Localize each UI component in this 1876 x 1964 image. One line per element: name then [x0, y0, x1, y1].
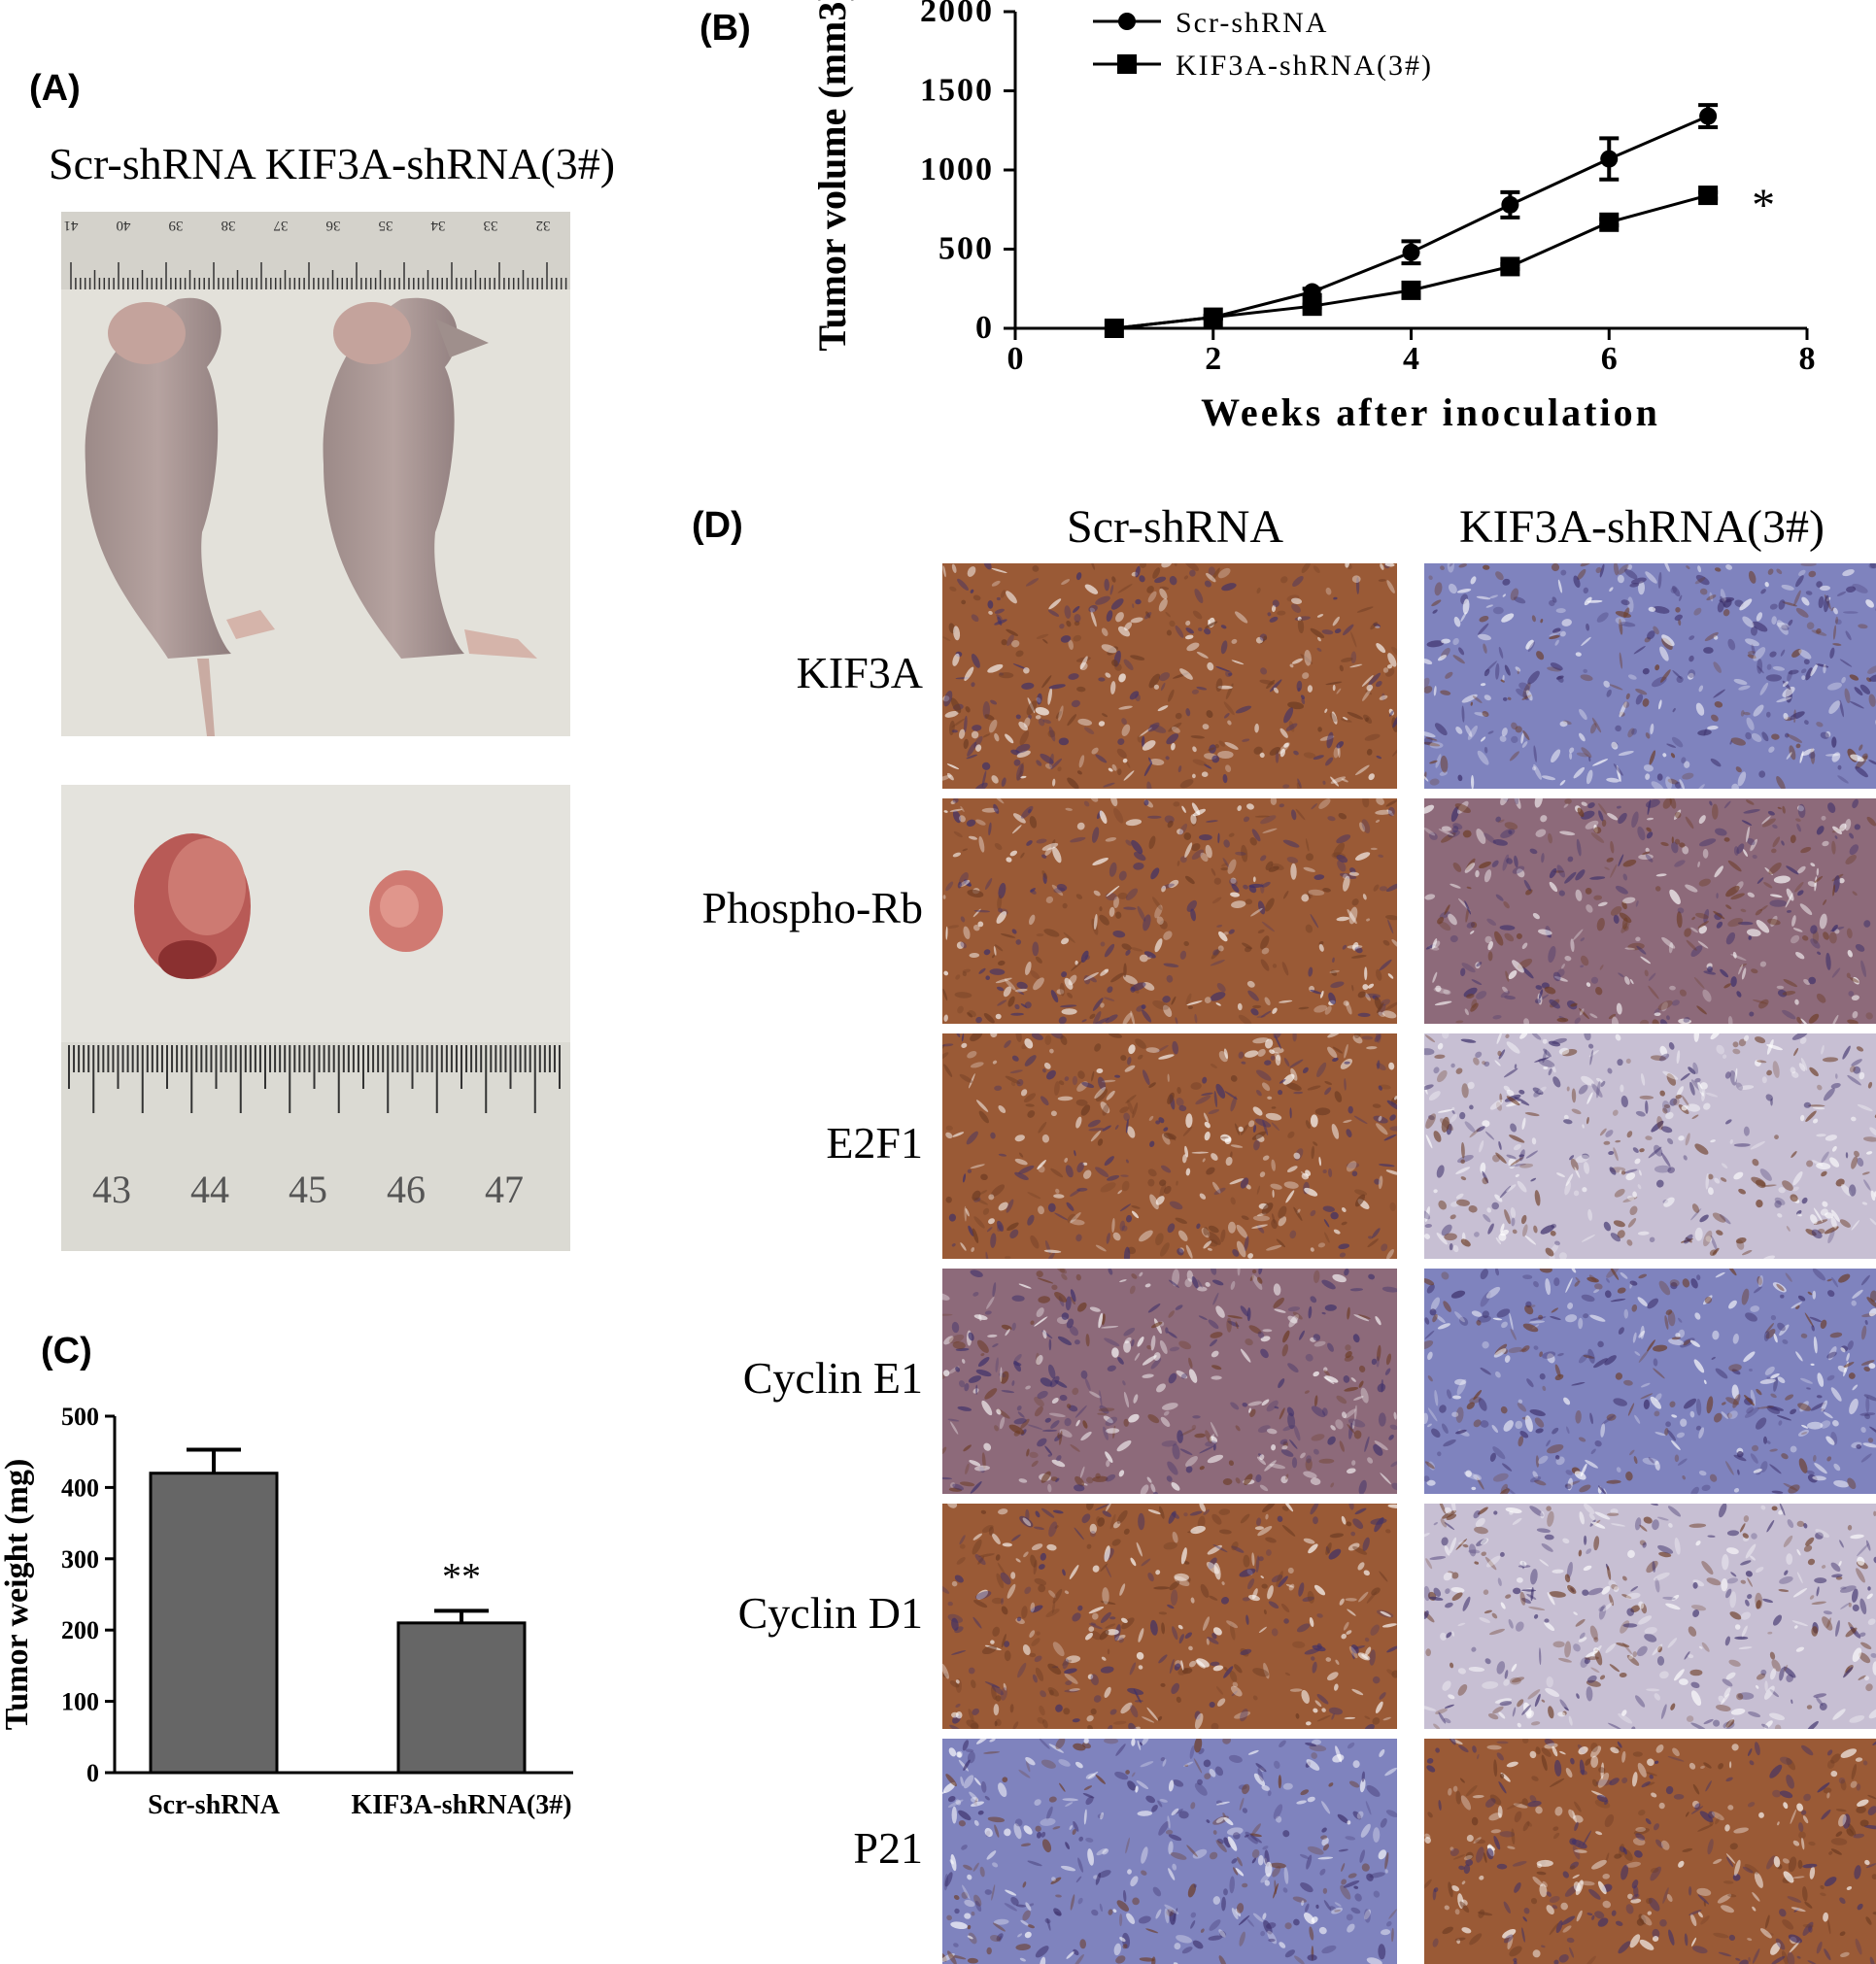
y-axis-label: Tumor weight (mg): [0, 1459, 35, 1731]
data-point: [1402, 281, 1421, 300]
ihc-image: [1424, 1504, 1876, 1729]
data-point: [1500, 256, 1519, 276]
y-tick-label: 0: [86, 1759, 99, 1787]
ihc-image: [942, 563, 1397, 789]
ruler-number: 35: [379, 218, 393, 233]
ihc-texture: [1424, 798, 1876, 1024]
ihc-image: [942, 1739, 1397, 1964]
data-point: [1501, 196, 1518, 214]
x-tick-label: 0: [1007, 341, 1024, 377]
x-tick-label: 2: [1205, 341, 1221, 377]
ruler-number: 41: [64, 218, 79, 233]
ihc-image: [1424, 1269, 1876, 1494]
y-tick-label: 1500: [920, 73, 994, 109]
ihc-texture: [1424, 1739, 1876, 1964]
ihc-row-label: E2F1: [631, 1117, 923, 1168]
y-tick-label: 400: [61, 1473, 99, 1502]
ruler-number: 36: [325, 218, 341, 233]
ruler-number: 47: [485, 1168, 524, 1211]
ihc-image: [942, 1504, 1397, 1729]
col-header-scr: Scr-shRNA: [1067, 500, 1283, 554]
data-point: [1204, 308, 1223, 327]
bar: [151, 1473, 277, 1773]
ihc-row-label: P21: [631, 1822, 923, 1874]
data-point: [1698, 186, 1718, 205]
mice-photo: 41 40 39 38 37 36 35 34 33 32: [61, 212, 570, 736]
ihc-row-label: Phospho-Rb: [631, 882, 923, 933]
col-header-kif3a: KIF3A-shRNA(3#): [1459, 500, 1825, 554]
y-tick-label: 100: [61, 1688, 99, 1716]
ihc-texture: [942, 1033, 1397, 1259]
ihc-image: [1424, 798, 1876, 1024]
x-tick-label: 6: [1601, 341, 1618, 377]
ruler-number: 39: [169, 218, 184, 233]
ruler-number: 43: [92, 1168, 131, 1211]
ihc-texture: [942, 1504, 1397, 1729]
ihc-image: [942, 1033, 1397, 1259]
ihc-texture: [942, 1739, 1397, 1964]
tumor-photo: 43 44 45 46 47: [61, 785, 570, 1251]
y-tick-label: 0: [975, 310, 994, 346]
y-axis-label: Tumor volume (mm3): [810, 0, 854, 352]
ihc-texture: [942, 563, 1397, 789]
legend-marker: [1117, 54, 1137, 74]
ihc-image: [1424, 1033, 1876, 1259]
data-point: [1403, 244, 1420, 261]
ihc-texture: [1424, 1269, 1876, 1494]
ruler-number: 46: [387, 1168, 426, 1211]
ihc-texture: [942, 1269, 1397, 1494]
ihc-texture: [1424, 1033, 1876, 1259]
ihc-texture: [1424, 1504, 1876, 1729]
ruler-number: 32: [536, 218, 551, 233]
tumor-weight-bar-chart: 0 100 200 300 400 500 Tumor weight (mg) Scr-shR…: [0, 1389, 622, 1845]
data-point: [1105, 319, 1124, 338]
ruler-number: 33: [484, 218, 498, 233]
ruler-number: 38: [222, 218, 236, 233]
ihc-image: [1424, 563, 1876, 789]
significance-stars: **: [442, 1554, 481, 1598]
legend-label: Scr-shRNA: [1176, 7, 1328, 39]
y-tick-label: 2000: [920, 0, 994, 29]
ihc-image: [942, 798, 1397, 1024]
y-tick-label: 1000: [920, 152, 994, 187]
ruler-number: 45: [289, 1168, 327, 1211]
panel-d-letter: (D): [692, 505, 743, 547]
x-tick-label: 4: [1403, 341, 1419, 377]
tumor-volume-line-chart: 0 500 1000 1500 2000 0 2 4 6 8 Weeks after inocula…: [738, 0, 1856, 437]
ihc-row-label: Cyclin E1: [631, 1352, 923, 1404]
y-tick-label: 300: [61, 1545, 99, 1574]
ruler-number: 34: [430, 218, 446, 233]
data-point: [1600, 151, 1618, 168]
ihc-texture: [942, 798, 1397, 1024]
legend-marker: [1118, 13, 1136, 30]
category-label: Scr-shRNA: [148, 1790, 281, 1820]
panel-a-caption: Scr-shRNA KIF3A-shRNA(3#): [49, 138, 615, 189]
x-axis-label: Weeks after inoculation: [1201, 390, 1660, 434]
mice-photo-art: 41 40 39 38 37 36 35 34 33 32: [61, 212, 570, 736]
ruler-number: 37: [273, 218, 289, 233]
ruler-number: 44: [190, 1168, 229, 1211]
category-label: KIF3A-shRNA(3#): [351, 1790, 571, 1820]
y-tick-label: 500: [938, 231, 994, 267]
ihc-row-label: KIF3A: [631, 647, 923, 698]
panel-c-letter: (C): [41, 1331, 92, 1372]
y-tick-label: 500: [61, 1403, 99, 1431]
y-tick-label: 200: [61, 1616, 99, 1644]
data-point: [1599, 213, 1619, 232]
ruler-number: 40: [117, 218, 131, 233]
ihc-texture: [1424, 563, 1876, 789]
ihc-row-label: Cyclin D1: [631, 1587, 923, 1639]
data-point: [1699, 108, 1717, 125]
significance-star: *: [1752, 180, 1775, 231]
data-point: [1303, 296, 1322, 316]
bar: [398, 1623, 525, 1773]
panel-a-letter: (A): [29, 68, 81, 110]
ihc-image: [1424, 1739, 1876, 1964]
ihc-image: [942, 1269, 1397, 1494]
tumor-photo-art: 43 44 45 46 47: [61, 785, 570, 1251]
x-tick-label: 8: [1799, 341, 1816, 377]
legend-label: KIF3A-shRNA(3#): [1176, 50, 1433, 82]
